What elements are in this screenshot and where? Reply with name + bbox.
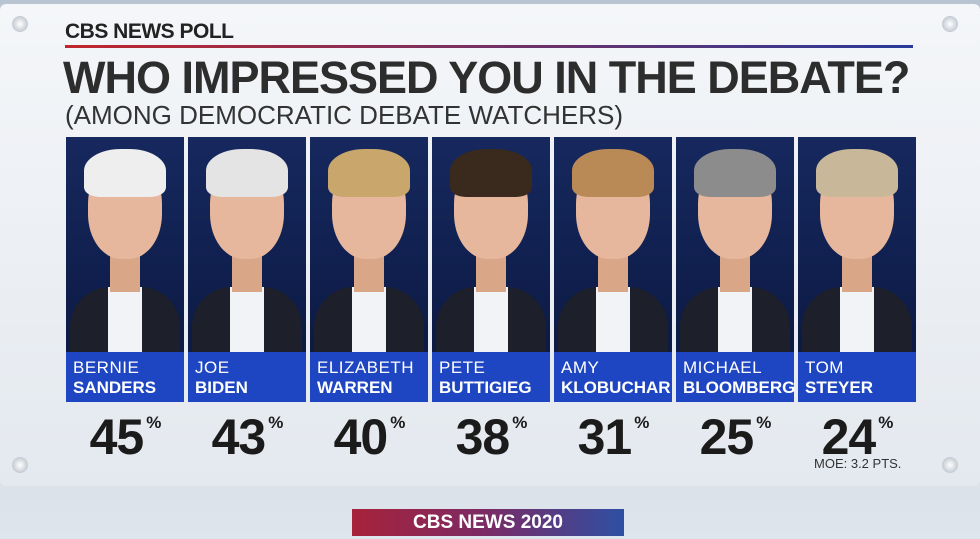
candidate-card: MICHAEL BLOOMBERG 25% (676, 137, 796, 466)
percent-value: 38 (455, 409, 511, 465)
photo-hair (694, 149, 776, 197)
photo-hair (84, 149, 166, 197)
candidate-photo (66, 137, 184, 352)
photo-shirt (352, 287, 386, 352)
percent-unit: % (146, 413, 161, 432)
percent: 31% (554, 408, 672, 466)
screw (12, 16, 28, 32)
candidate-photo (676, 137, 794, 352)
candidate-card: PETE BUTTIGIEG 38% (432, 137, 550, 466)
name-box: TOM STEYER (798, 352, 916, 402)
first-name: JOE (195, 358, 230, 377)
photo-hair (572, 149, 654, 197)
last-name: BIDEN (195, 378, 248, 397)
percent-value: 45 (89, 409, 145, 465)
last-name: WARREN (317, 378, 393, 397)
last-name: STEYER (805, 378, 874, 397)
percent-value: 25 (699, 409, 755, 465)
brand: CBS NEWS POLL (65, 20, 234, 43)
candidate-card: JOE BIDEN 43% (188, 137, 306, 466)
screw (942, 457, 958, 473)
screw (942, 16, 958, 32)
photo-shirt (474, 287, 508, 352)
name-box: BERNIE SANDERS (66, 352, 184, 402)
note: MOE: 3.2 PTS. (814, 456, 902, 471)
name-box: MICHAEL BLOOMBERG (676, 352, 796, 402)
last-name: BLOOMBERG (683, 378, 796, 397)
percent-unit: % (390, 413, 405, 432)
percent: 24% (798, 408, 916, 466)
percent-value: 43 (211, 409, 267, 465)
percent: 40% (310, 408, 428, 466)
first-name: MICHAEL (683, 358, 763, 377)
percent-unit: % (268, 413, 283, 432)
candidate-photo (188, 137, 306, 352)
name-box: ELIZABETH WARREN (310, 352, 428, 402)
photo-shirt (596, 287, 630, 352)
last-name: BUTTIGIEG (439, 378, 532, 397)
footer-banner: CBS NEWS 2020 (352, 509, 624, 536)
photo-shirt (230, 287, 264, 352)
screw (12, 457, 28, 473)
name-box: JOE BIDEN (188, 352, 306, 402)
percent: 38% (432, 408, 550, 466)
name-box: AMY KLOBUCHAR (554, 352, 672, 402)
percent-unit: % (512, 413, 527, 432)
first-name: AMY (561, 358, 600, 377)
photo-hair (206, 149, 288, 197)
percent-value: 40 (333, 409, 389, 465)
photo-shirt (840, 287, 874, 352)
percent: 25% (676, 408, 794, 466)
photo-shirt (108, 287, 142, 352)
photo-hair (328, 149, 410, 197)
first-name: BERNIE (73, 358, 140, 377)
candidate-photo (432, 137, 550, 352)
candidate-card: ELIZABETH WARREN 40% (310, 137, 428, 466)
percent-unit: % (634, 413, 649, 432)
first-name: PETE (439, 358, 486, 377)
photo-shirt (718, 287, 752, 352)
candidate-photo (554, 137, 672, 352)
title: WHO IMPRESSED YOU IN THE DEBATE? (63, 52, 910, 103)
subtitle: (AMONG DEMOCRATIC DEBATE WATCHERS) (65, 100, 624, 130)
candidate-card: AMY KLOBUCHAR 31% (554, 137, 672, 466)
percent: 45% (66, 408, 184, 466)
photo-hair (450, 149, 532, 197)
first-name: ELIZABETH (317, 358, 415, 377)
first-name: TOM (805, 358, 844, 377)
candidate-card: BERNIE SANDERS 45% (66, 137, 184, 466)
percent: 43% (188, 408, 306, 466)
candidate-photo (310, 137, 428, 352)
last-name: SANDERS (73, 378, 157, 397)
photo-hair (816, 149, 898, 197)
last-name: KLOBUCHAR (561, 378, 671, 397)
candidate-card: TOM STEYER 24% (798, 137, 916, 466)
percent-value: 31 (577, 409, 633, 465)
rule (65, 45, 913, 48)
percent-unit: % (878, 413, 893, 432)
name-box: PETE BUTTIGIEG (432, 352, 550, 402)
percent-unit: % (756, 413, 771, 432)
candidate-photo (798, 137, 916, 352)
percent-value: 24 (821, 409, 877, 465)
